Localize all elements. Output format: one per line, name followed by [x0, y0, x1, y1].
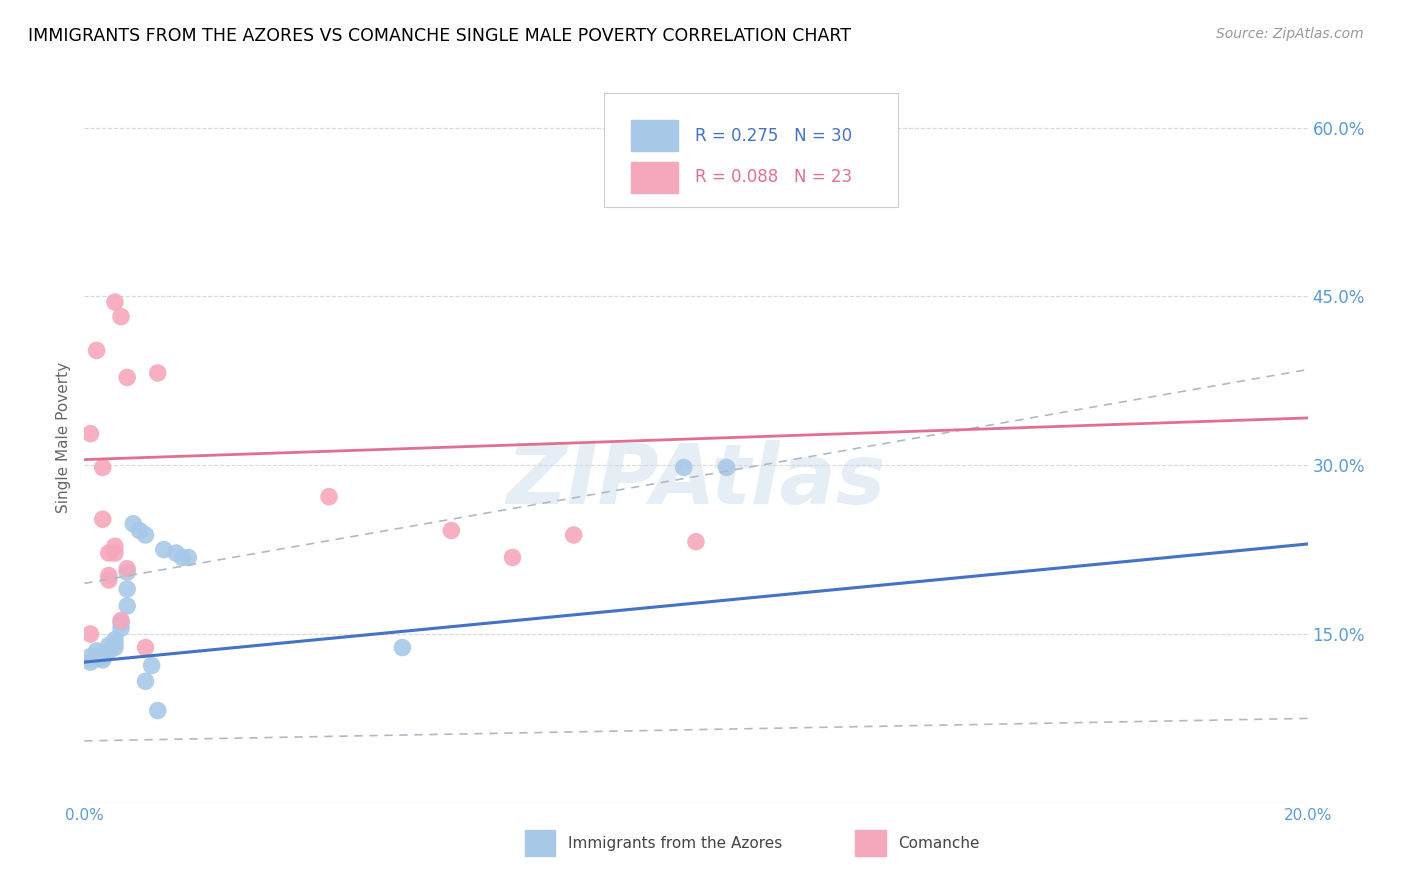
Point [172, 550, 194, 565]
Point [716, 119, 738, 133]
Point [115, 599, 138, 613]
Point [115, 370, 138, 384]
Point [391, 640, 413, 655]
Point [135, 640, 157, 655]
Point [91, 512, 114, 526]
Point [141, 658, 163, 673]
Point [91, 653, 114, 667]
Point [115, 565, 138, 579]
Point [685, 534, 707, 549]
Point [79, 649, 101, 664]
Point [672, 460, 695, 475]
Point [104, 539, 127, 553]
Text: Immigrants from the Azores: Immigrants from the Azores [568, 836, 782, 851]
Bar [855, 830, 886, 855]
Point [86, 652, 108, 666]
Point [177, 550, 200, 565]
Point [104, 636, 127, 650]
Point [115, 562, 138, 576]
Point [79, 426, 101, 441]
Point [122, 516, 145, 531]
Text: R = 0.088   N = 23: R = 0.088 N = 23 [695, 169, 852, 186]
Point [91, 649, 114, 664]
FancyBboxPatch shape [605, 94, 898, 207]
Point [135, 528, 157, 542]
Point [110, 614, 132, 628]
Text: Source: ZipAtlas.com: Source: ZipAtlas.com [1216, 27, 1364, 41]
Bar [631, 162, 678, 193]
Point [104, 640, 127, 655]
Y-axis label: Single Male Poverty: Single Male Poverty [56, 361, 72, 513]
Point [502, 550, 524, 565]
Point [97, 638, 120, 652]
Bar [631, 120, 678, 151]
Point [97, 573, 120, 587]
Point [165, 546, 187, 560]
Point [104, 632, 127, 647]
Point [135, 674, 157, 689]
Point [91, 460, 114, 475]
Point [318, 490, 340, 504]
Point [97, 546, 120, 560]
Point [153, 542, 176, 557]
Text: ZIPAtlas: ZIPAtlas [506, 441, 886, 522]
Text: Comanche: Comanche [898, 836, 980, 851]
Point [115, 582, 138, 596]
Point [79, 655, 101, 669]
Point [86, 644, 108, 658]
Point [440, 524, 463, 538]
Point [110, 310, 132, 324]
Point [562, 528, 585, 542]
Point [97, 644, 120, 658]
Point [110, 615, 132, 630]
Point [110, 621, 132, 635]
Text: IMMIGRANTS FROM THE AZORES VS COMANCHE SINGLE MALE POVERTY CORRELATION CHART: IMMIGRANTS FROM THE AZORES VS COMANCHE S… [28, 27, 851, 45]
Point [146, 704, 169, 718]
Point [104, 295, 127, 310]
Point [104, 546, 127, 560]
Point [86, 343, 108, 358]
Point [97, 568, 120, 582]
Point [716, 460, 738, 475]
Point [79, 627, 101, 641]
Text: R = 0.275   N = 30: R = 0.275 N = 30 [695, 127, 852, 145]
Point [146, 366, 169, 380]
Bar [524, 830, 555, 855]
Point [128, 524, 150, 538]
Point [91, 647, 114, 661]
